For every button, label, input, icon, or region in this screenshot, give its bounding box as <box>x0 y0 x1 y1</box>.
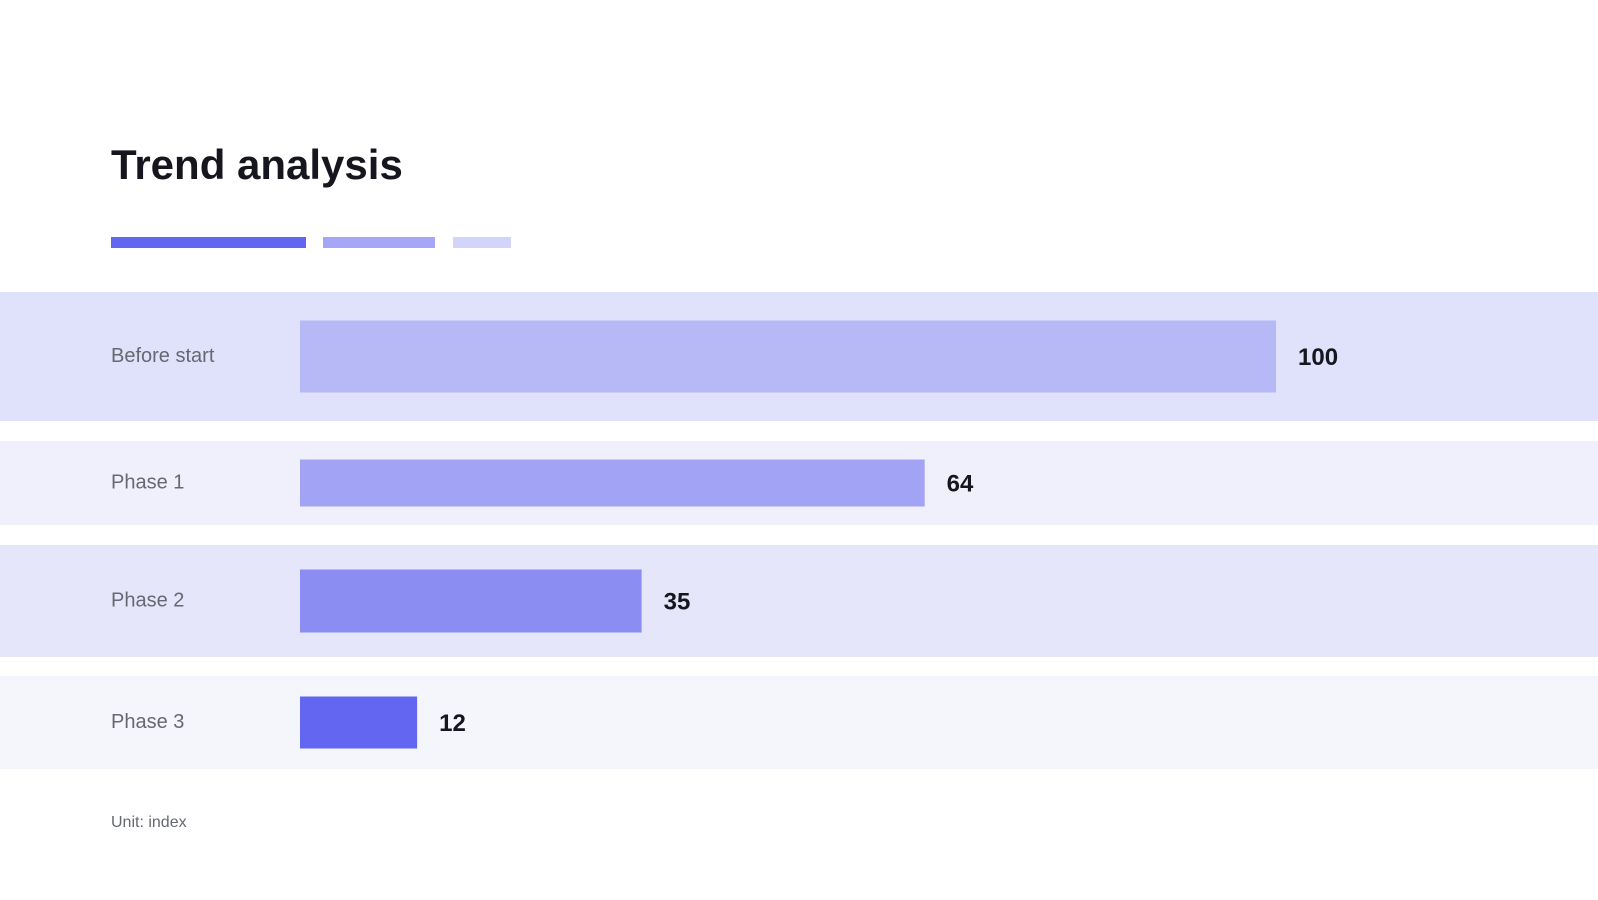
category-label: Before start <box>111 345 215 367</box>
decor-stripe <box>111 237 306 248</box>
chart-title: Trend analysis <box>111 141 403 188</box>
value-label: 100 <box>1298 344 1338 371</box>
value-label: 35 <box>664 588 691 615</box>
category-label: Phase 3 <box>111 711 184 733</box>
category-label: Phase 2 <box>111 589 184 611</box>
decor-stripe <box>323 237 435 248</box>
unit-note: Unit: index <box>111 814 187 831</box>
bar <box>300 696 418 749</box>
decor-stripe <box>453 237 511 248</box>
row-band <box>0 545 1598 657</box>
row-band <box>0 676 1598 769</box>
value-label: 12 <box>439 710 466 737</box>
bar <box>300 459 925 507</box>
bar <box>300 320 1276 393</box>
value-label: 64 <box>947 470 974 497</box>
category-label: Phase 1 <box>111 471 184 493</box>
bar <box>300 569 642 633</box>
